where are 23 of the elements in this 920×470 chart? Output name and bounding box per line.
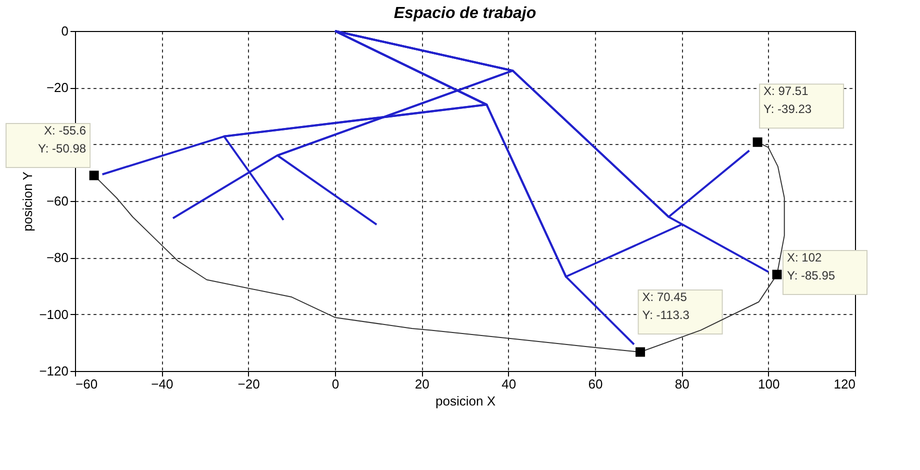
x-tick-label: 100	[758, 376, 780, 392]
x-tick-label: −60	[76, 376, 98, 392]
y-axis-title: posicion Y	[20, 171, 36, 232]
x-tick-label: 60	[588, 376, 603, 392]
annotation: X: 70.45 Y: -113.3	[642, 290, 690, 322]
chart-title: Espacio de trabajo	[394, 5, 536, 22]
y-tick-label: −20	[46, 80, 68, 96]
y-tick-label: −120	[39, 364, 68, 378]
x-tick-label: −40	[151, 376, 174, 392]
y-tick-label: −80	[46, 250, 68, 266]
annotation: X: -55.6 Y: -50.98	[38, 123, 86, 156]
x-tick-label: −20	[238, 376, 260, 392]
x-tick-label: 40	[502, 376, 516, 392]
x-tick-label: 120	[834, 376, 856, 392]
annotation: X: 97.51 Y: -39.23	[764, 84, 812, 116]
annotation: X: 102 Y: -85.95	[787, 250, 836, 283]
x-tick-label: 20	[414, 376, 430, 392]
y-tick-label: 0	[61, 24, 68, 38]
x-tick-label: 0	[332, 376, 340, 392]
y-tick-label: −60	[46, 194, 68, 208]
x-tick-label: 80	[674, 376, 690, 392]
x-axis-title: posicion X	[436, 394, 496, 408]
y-tick-label: −100	[39, 306, 68, 322]
